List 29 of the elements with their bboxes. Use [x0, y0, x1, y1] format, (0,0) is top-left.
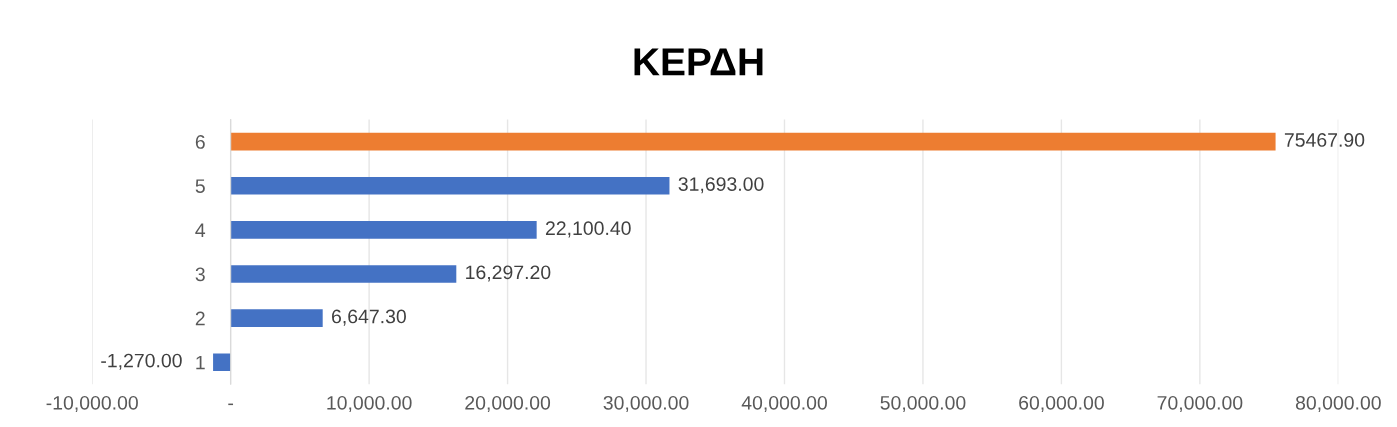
bar	[230, 309, 323, 327]
bar	[230, 221, 537, 239]
data-label: 31,693.00	[678, 177, 764, 194]
x-tick-label: 70,000.00	[1157, 395, 1243, 412]
data-label: 6,647.30	[332, 309, 406, 326]
x-tick-label: 40,000.00	[741, 395, 827, 412]
bar	[230, 132, 1276, 151]
x-tick-label: 80,000.00	[1295, 395, 1381, 412]
bar	[213, 353, 231, 372]
y-tick-label: 6	[195, 135, 205, 149]
x-tick-label: 30,000.00	[603, 395, 689, 412]
y-tick-label: 2	[195, 311, 205, 326]
x-tick-label: -	[228, 403, 234, 406]
x-tick-label: 10,000.00	[327, 395, 412, 412]
y-tick-label: 4	[195, 223, 206, 237]
y-tick-label: 1	[196, 355, 205, 370]
data-label: 22,100.40	[545, 221, 631, 238]
x-tick-label: 20,000.00	[465, 395, 551, 412]
bar	[230, 176, 670, 195]
x-tick-label: 50,000.00	[880, 395, 966, 412]
y-tick-label: 3	[195, 267, 205, 282]
data-label: 16,297.20	[466, 265, 551, 282]
x-tick-label: -10,000.00	[46, 395, 138, 412]
y-tick-label: 5	[195, 179, 205, 193]
bar	[230, 265, 457, 283]
chart-title: ΚΕΡΔΗ	[634, 48, 763, 76]
data-label: -1,270.00	[101, 353, 182, 370]
x-tick-label: 60,000.00	[1019, 395, 1104, 412]
data-label: 75467.90	[1284, 133, 1365, 147]
